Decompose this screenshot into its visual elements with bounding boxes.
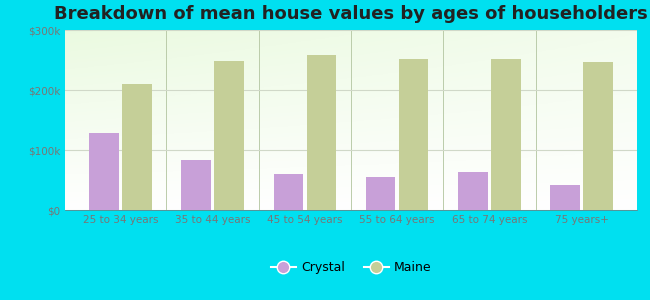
Bar — [491, 59, 521, 210]
Legend: Crystal, Maine: Crystal, Maine — [266, 256, 436, 279]
Bar — [122, 84, 151, 210]
Bar — [366, 177, 395, 210]
Bar — [274, 174, 303, 210]
Bar — [584, 62, 613, 210]
Bar — [551, 185, 580, 210]
Bar — [399, 59, 428, 210]
Bar — [458, 172, 488, 210]
Bar — [307, 55, 336, 210]
Bar — [214, 61, 244, 210]
Bar — [89, 133, 118, 210]
Title: Breakdown of mean house values by ages of householders: Breakdown of mean house values by ages o… — [54, 5, 648, 23]
Bar — [181, 160, 211, 210]
